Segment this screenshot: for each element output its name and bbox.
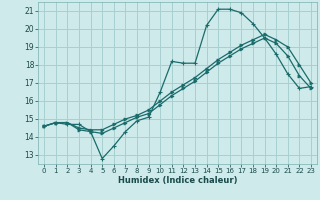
X-axis label: Humidex (Indice chaleur): Humidex (Indice chaleur) — [118, 176, 237, 185]
